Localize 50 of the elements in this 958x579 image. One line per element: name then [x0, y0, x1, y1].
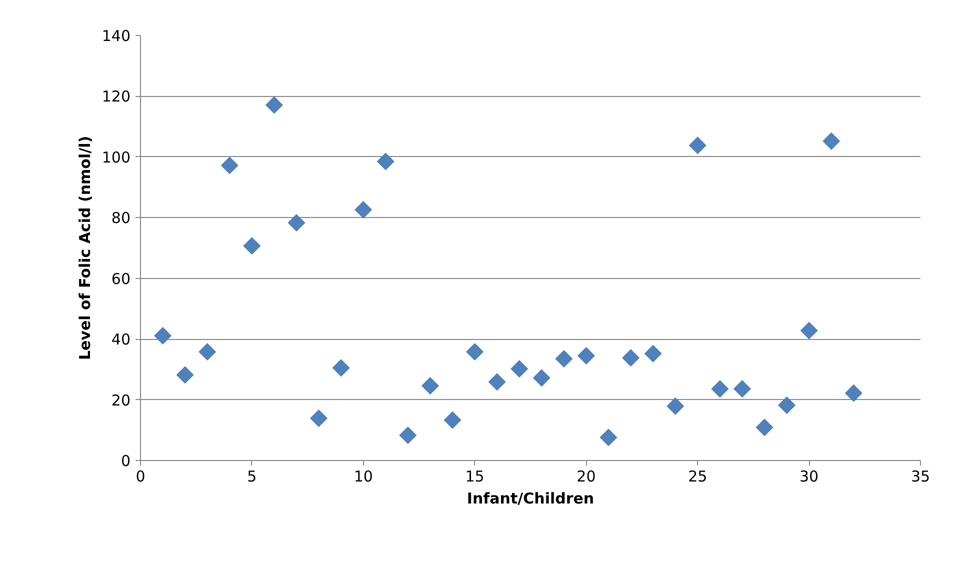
point [733, 380, 751, 398]
point [288, 214, 306, 232]
point [176, 366, 194, 384]
point [600, 428, 618, 446]
point [822, 132, 840, 150]
x-tick-label: 15 [465, 468, 484, 486]
point [444, 411, 462, 429]
x-tick-label: 25 [688, 468, 708, 486]
point [265, 96, 283, 114]
point [510, 360, 528, 378]
point [666, 397, 684, 415]
y-tick-label: 120 [102, 88, 131, 106]
x-tick-label: 5 [247, 468, 257, 486]
point [688, 136, 706, 154]
x-tick-label: 35 [910, 468, 930, 486]
point [844, 384, 862, 402]
y-tick-label: 0 [120, 452, 131, 470]
point [376, 152, 394, 170]
x-axis-title: Infant/Children [466, 490, 594, 508]
point [778, 396, 796, 414]
point [421, 377, 439, 395]
point [198, 343, 216, 361]
x-tick-label: 10 [354, 468, 373, 486]
point [644, 344, 662, 362]
y-axis-title: Level of Folic Acid (nmol/l) [76, 136, 94, 360]
x-tick-label: 0 [136, 468, 146, 486]
y-tick-label: 100 [102, 148, 131, 166]
x-tick-label: 20 [576, 468, 596, 486]
point [555, 350, 573, 368]
point [756, 418, 774, 436]
point [243, 237, 261, 255]
point [332, 359, 350, 377]
point [622, 349, 640, 367]
point [154, 326, 172, 344]
point [532, 369, 550, 387]
y-tick-label: 80 [111, 209, 131, 228]
point [800, 322, 818, 340]
point [711, 380, 729, 398]
point [577, 347, 595, 365]
x-tick-label: 30 [800, 468, 819, 486]
point [488, 373, 506, 391]
point [220, 156, 238, 174]
point [310, 410, 328, 428]
y-tick-label: 140 [102, 27, 131, 45]
point [466, 343, 484, 361]
point [354, 201, 372, 218]
y-tick-label: 60 [111, 270, 131, 288]
point [399, 426, 417, 444]
y-tick-label: 40 [111, 330, 131, 349]
y-tick-label: 20 [111, 391, 131, 410]
